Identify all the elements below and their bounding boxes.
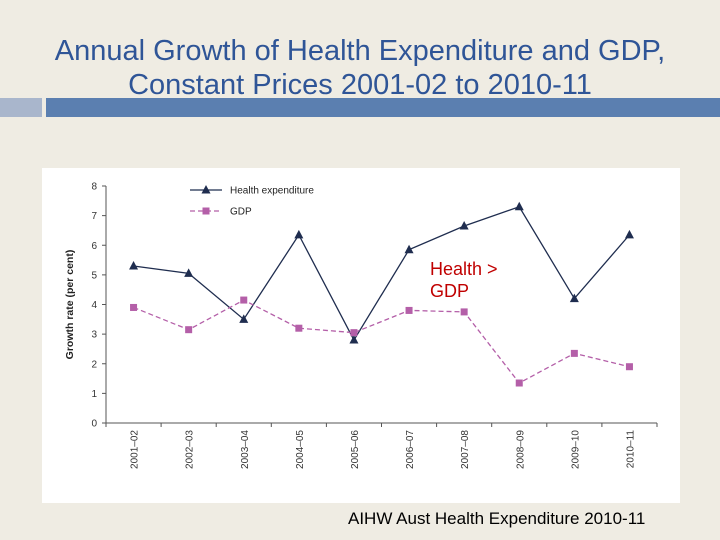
x-tick-label: 2001–02 bbox=[130, 430, 141, 469]
y-tick-label: 2 bbox=[91, 359, 97, 370]
chart-panel: 0 1 2 3 4 5 6 7 8 Growth rate (per cent) 2001–02 20… bbox=[42, 168, 680, 503]
y-tick-label: 6 bbox=[91, 241, 97, 252]
health-expenditure-point bbox=[459, 220, 469, 230]
x-tick-label: 2010–11 bbox=[625, 430, 636, 469]
gdp-point bbox=[405, 306, 413, 314]
y-tick-label: 4 bbox=[91, 300, 97, 311]
gdp-point bbox=[295, 324, 303, 332]
title-underline-left bbox=[0, 98, 42, 117]
health-expenditure-point bbox=[239, 314, 249, 323]
gdp-point bbox=[460, 308, 468, 316]
gdp-point bbox=[570, 349, 578, 357]
x-tick-label: 2002–03 bbox=[185, 430, 196, 469]
y-tick-label: 7 bbox=[91, 211, 97, 222]
health-expenditure-point bbox=[184, 268, 194, 277]
y-tick-label: 5 bbox=[91, 270, 97, 281]
y-tick-label: 8 bbox=[91, 182, 97, 193]
slide-title: Annual Growth of Health Expenditure and … bbox=[54, 35, 666, 101]
health-expenditure-point bbox=[404, 244, 414, 254]
x-tick-label: 2008–09 bbox=[515, 430, 526, 469]
health-expenditure-point bbox=[349, 335, 359, 344]
x-tick-label: 2007–08 bbox=[460, 430, 471, 469]
gdp-point bbox=[185, 326, 193, 334]
x-tick-label: 2009–10 bbox=[570, 430, 581, 469]
gdp-point bbox=[515, 379, 523, 387]
x-tick-label: 2004–05 bbox=[295, 430, 306, 469]
source-caption: AIHW Aust Health Expenditure 2010-11 bbox=[348, 509, 646, 528]
y-tick-label: 0 bbox=[91, 419, 97, 430]
health-expenditure-point bbox=[294, 229, 304, 239]
gdp-line bbox=[133, 299, 630, 384]
x-tick-label: 2003–04 bbox=[240, 430, 251, 469]
gdp-point bbox=[625, 363, 633, 371]
x-tick-label: 2005–06 bbox=[350, 430, 361, 469]
health-expenditure-point bbox=[624, 229, 634, 239]
health-expenditure-line bbox=[133, 205, 630, 342]
chart-annotation: Health > GDP bbox=[430, 259, 498, 301]
y-tick-label: 1 bbox=[91, 389, 97, 400]
health-expenditure-point bbox=[129, 260, 139, 270]
gdp-point bbox=[130, 303, 138, 311]
legend-label: Health expenditure bbox=[230, 186, 314, 197]
title-underline-bar bbox=[46, 98, 720, 117]
y-tick-label: 3 bbox=[91, 330, 97, 341]
y-axis-label: Growth rate (per cent) bbox=[64, 250, 76, 360]
health-expenditure-point bbox=[569, 293, 579, 303]
gdp-point bbox=[240, 296, 248, 304]
x-tick-label: 2006–07 bbox=[405, 430, 416, 469]
growth-line-chart: 0 1 2 3 4 5 6 7 8 Growth rate (per cent) 2001–02 20… bbox=[64, 182, 658, 469]
health-expenditure-point bbox=[514, 201, 524, 211]
gdp-point bbox=[350, 329, 358, 337]
legend-marker bbox=[201, 185, 211, 194]
legend-label: GDP bbox=[230, 207, 252, 218]
legend-marker bbox=[202, 207, 210, 215]
